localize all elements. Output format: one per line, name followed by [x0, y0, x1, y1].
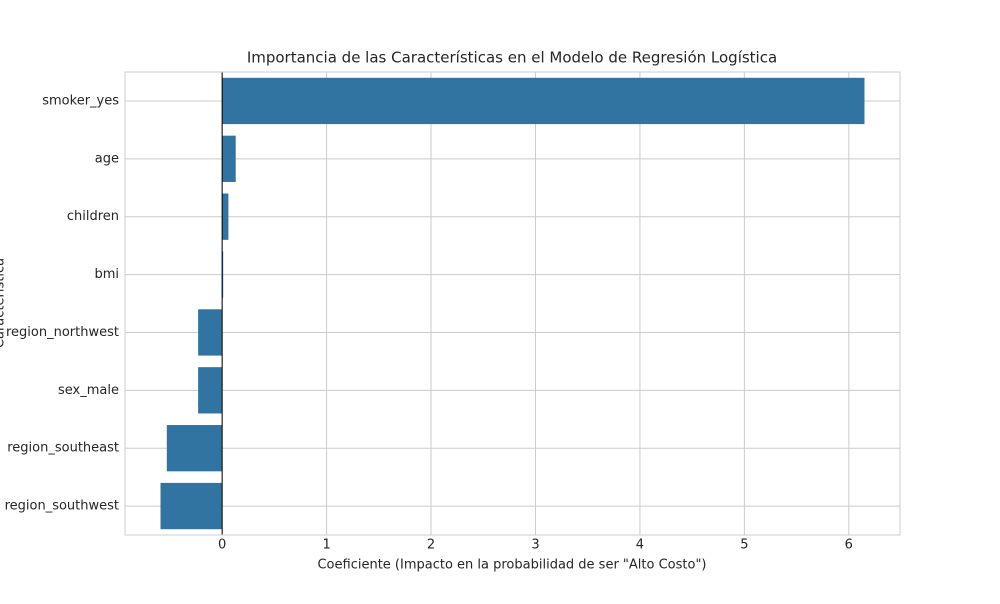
bar: [222, 77, 865, 125]
bar: [222, 251, 224, 298]
x-tick-label: 2: [427, 538, 435, 553]
bar: [198, 367, 223, 414]
y-tick-label: region_southwest: [5, 499, 119, 514]
x-tick-label: 4: [636, 538, 644, 553]
bar: [222, 135, 236, 182]
y-tick-label: smoker_yes: [42, 93, 119, 108]
x-tick-label: 1: [322, 538, 330, 553]
y-tick-label: bmi: [94, 267, 119, 282]
y-axis-label: Característica: [0, 258, 8, 348]
chart-title: Importancia de las Características en el…: [247, 49, 777, 67]
bar: [222, 193, 229, 240]
y-tick-label: region_southeast: [7, 441, 119, 456]
x-tick-label: 3: [531, 538, 539, 553]
bar: [198, 309, 223, 356]
y-tick-label: children: [67, 209, 119, 224]
x-axis-label: Coeficiente (Impacto en la probabilidad …: [317, 558, 706, 573]
plot-frame: [124, 71, 901, 536]
y-tick-label: age: [95, 151, 119, 166]
x-tick-label: 5: [740, 538, 748, 553]
bar: [166, 425, 223, 472]
y-tick-label: region_northwest: [6, 325, 119, 340]
x-tick-label: 6: [845, 538, 853, 553]
x-tick-label: 0: [218, 538, 226, 553]
bar: [160, 482, 223, 530]
y-tick-label: sex_male: [58, 383, 119, 398]
